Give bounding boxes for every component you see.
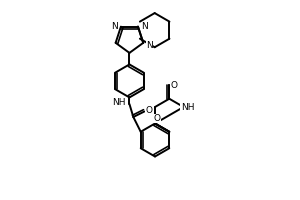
Text: NH: NH bbox=[112, 98, 125, 107]
Text: O: O bbox=[154, 114, 161, 123]
Text: O: O bbox=[146, 106, 153, 115]
Text: O: O bbox=[171, 81, 178, 90]
Text: N: N bbox=[141, 22, 148, 31]
Text: NH: NH bbox=[181, 102, 194, 112]
Text: N: N bbox=[111, 22, 118, 31]
Text: N: N bbox=[146, 41, 153, 50]
